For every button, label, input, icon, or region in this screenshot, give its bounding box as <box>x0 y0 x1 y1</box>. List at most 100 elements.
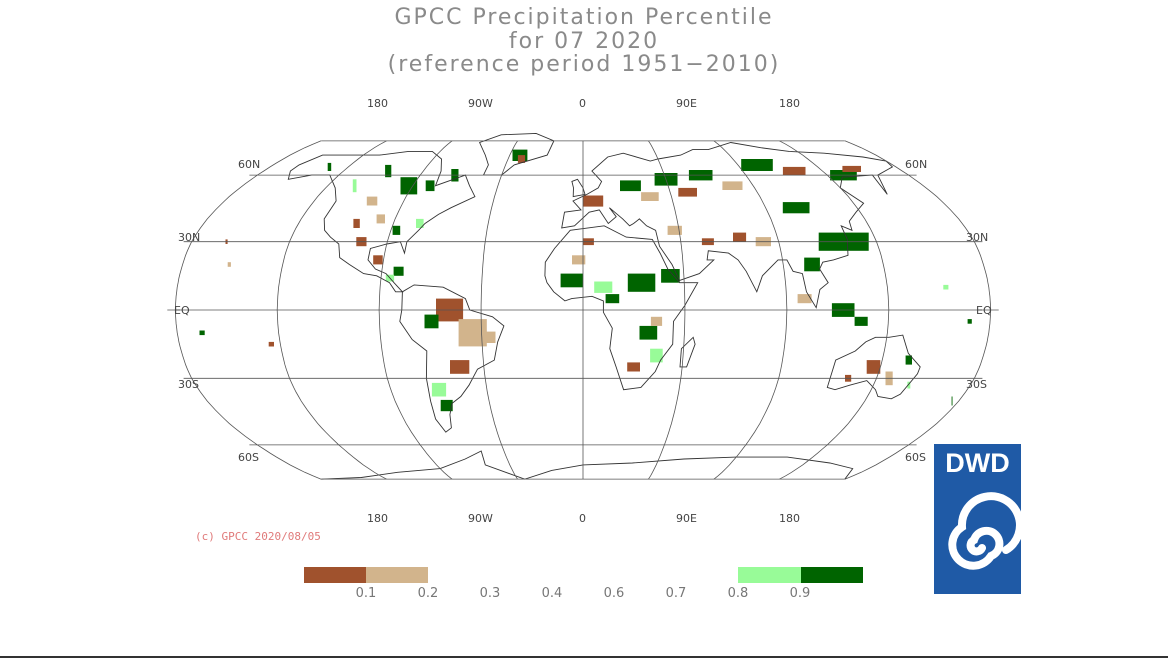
graticule <box>167 140 999 480</box>
bottom-rule <box>0 656 1168 658</box>
lat-label-right: 60S <box>905 451 926 464</box>
lon-label-top: 180 <box>779 97 800 110</box>
lat-label-right: 60N <box>905 158 928 171</box>
title-line-1: GPCC Precipitation Percentile <box>394 5 774 30</box>
precip-cell <box>416 218 424 228</box>
coast-northAmerica <box>287 150 476 293</box>
lon-label-bottom: 180 <box>367 512 388 525</box>
legend-label: 0.6 <box>603 586 625 601</box>
legend-label: 0.7 <box>665 586 687 601</box>
precip-cell <box>733 232 747 242</box>
legend-swatch-very-dry <box>304 567 366 583</box>
lon-label-bottom: 90W <box>468 512 493 525</box>
precip-cell <box>327 162 332 171</box>
precip-cell <box>854 316 868 326</box>
legend-label: 0.9 <box>789 586 811 601</box>
dwd-logo: DWD <box>934 444 1021 594</box>
precip-cell <box>641 192 659 201</box>
precip-cell <box>866 360 881 374</box>
lon-label-bottom: 180 <box>779 512 800 525</box>
coastlines <box>287 132 921 480</box>
precip-cell <box>425 180 435 192</box>
lon-label-top: 180 <box>367 97 388 110</box>
precip-cell <box>450 360 470 374</box>
precip-cell <box>782 166 806 176</box>
precip-cell <box>385 164 392 178</box>
lat-label-right: 30S <box>966 378 987 391</box>
precip-cell <box>481 331 496 343</box>
precip-cell <box>400 177 418 195</box>
legend-label: 0.4 <box>541 586 563 601</box>
lat-label-left: 60S <box>238 451 259 464</box>
precip-cell <box>393 266 404 276</box>
lon-label-top: 0 <box>579 97 586 110</box>
precip-cell <box>517 155 526 163</box>
legend-swatch-very-wet <box>801 567 863 583</box>
precip-cell <box>560 273 583 288</box>
lon-label-bottom: 90E <box>676 512 697 525</box>
precip-cell <box>620 180 641 192</box>
title-line-3: (reference period 1951−2010) <box>387 52 781 77</box>
precip-cell <box>667 225 682 235</box>
legend-label: 0.1 <box>355 586 377 601</box>
precip-cell <box>627 362 640 372</box>
precip-cell <box>650 316 663 326</box>
legend-label: 0.3 <box>479 586 501 601</box>
coast-southAmerica <box>399 284 505 433</box>
precip-cell <box>572 255 586 265</box>
precip-cell <box>797 294 812 304</box>
coast-antarctica <box>321 450 854 480</box>
copyright-note: (c) GPCC 2020/08/05 <box>195 530 321 543</box>
precip-cell <box>943 284 949 290</box>
precip-cell <box>639 325 658 340</box>
lat-label-right: 30N <box>966 231 989 244</box>
precip-cell <box>804 257 820 272</box>
lon-label-top: 90W <box>468 97 493 110</box>
precip-cell <box>661 269 680 283</box>
precip-cell <box>842 165 861 172</box>
coast-greenland <box>478 132 555 176</box>
precip-cell <box>392 225 401 235</box>
coast-madagascar <box>679 336 696 368</box>
lat-label-left: 30S <box>178 378 199 391</box>
coast-uk <box>571 178 586 198</box>
legend-label: 0.8 <box>727 586 749 601</box>
precip-cell <box>905 355 912 365</box>
precip-cell <box>951 396 953 406</box>
coast-africa <box>544 225 699 391</box>
precip-cell <box>605 294 620 304</box>
precip-cell <box>424 314 439 329</box>
lat-label-right: EQ <box>976 304 992 317</box>
precip-cell <box>907 381 911 389</box>
precip-cell <box>627 273 656 292</box>
dwd-logo-text: DWD <box>945 448 1010 478</box>
lon-label-top: 90E <box>676 97 697 110</box>
spiral-icon <box>948 492 1021 570</box>
precip-cell <box>268 341 274 347</box>
precip-cell <box>583 195 604 207</box>
precip-cell <box>967 319 972 324</box>
precip-cell <box>431 382 447 397</box>
precip-cell <box>678 187 697 197</box>
legend-swatch-wet <box>738 567 801 583</box>
lat-label-left: 30N <box>178 231 201 244</box>
legend-label: 0.2 <box>417 586 439 601</box>
lat-label-left: 60N <box>238 158 261 171</box>
precip-cell <box>353 218 360 228</box>
coast-australia <box>826 334 921 400</box>
precip-cell <box>741 159 773 171</box>
precip-cell <box>440 399 453 412</box>
coast-eurasia <box>561 142 894 309</box>
precip-cell <box>376 214 385 224</box>
precip-cell <box>594 281 613 293</box>
precip-cell <box>722 181 743 190</box>
precip-cell <box>199 330 205 336</box>
precip-patches <box>199 149 972 412</box>
precip-cell <box>352 179 357 193</box>
precip-cell <box>227 262 231 267</box>
precip-cell <box>650 348 663 363</box>
lon-label-bottom: 0 <box>579 512 586 525</box>
precip-cell <box>373 255 383 265</box>
precip-cell <box>366 196 378 206</box>
